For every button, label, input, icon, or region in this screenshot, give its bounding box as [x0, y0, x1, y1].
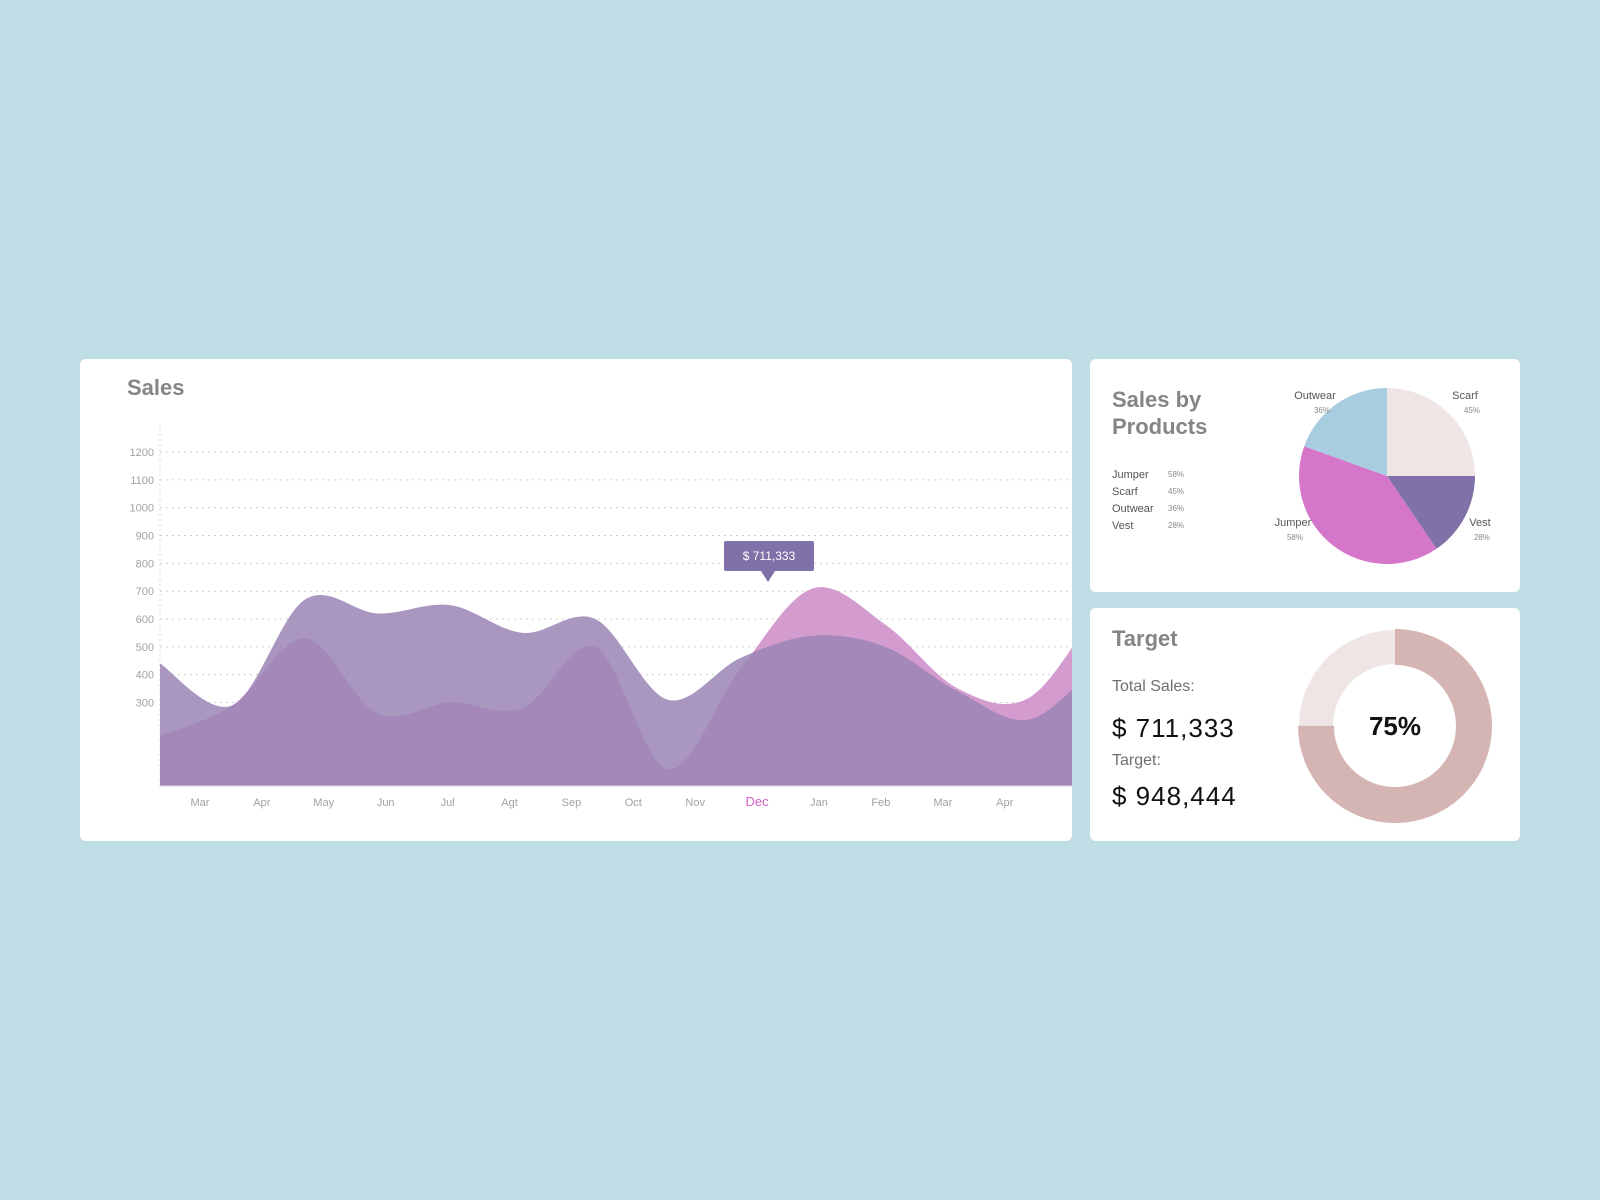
x-tick-label: Sep	[562, 797, 582, 809]
pie-label: Outwear	[1294, 390, 1336, 402]
legend-item: Vest 28%	[1112, 517, 1184, 534]
value-tooltip: $ 711,333	[724, 541, 814, 582]
target-donut-chart: 75%	[1298, 629, 1492, 823]
target-value: $ 948,444	[1112, 781, 1237, 811]
legend-label: Vest	[1112, 519, 1134, 532]
x-tick-label: Feb	[871, 797, 890, 809]
legend-percent: 45%	[1168, 487, 1185, 496]
target-label: Target:	[1112, 752, 1161, 769]
sales-card: Sales 300 400 500 600 700 800 900 1000 1100 1200 M…	[80, 359, 1072, 841]
y-tick-label: 1100	[130, 475, 154, 487]
donut-progress	[1298, 629, 1492, 823]
sales-chart: 300 400 500 600 700 800 900 1000 1100 1200 Mar Apr M…	[130, 424, 1072, 809]
total-sales-value: $ 711,333	[1112, 713, 1235, 743]
target-card: Target Total Sales: $ 711,333 Target: $ …	[1090, 608, 1520, 841]
legend-percent: 36%	[1168, 504, 1185, 513]
products-pie-chart: Scarf 45% Vest 28% Jumper 58% Outwear 36%	[1275, 388, 1491, 564]
x-tick-label: Oct	[625, 797, 642, 809]
products-legend: Jumper 58% Scarf 45% Outwear 36% Vest 28…	[1112, 466, 1184, 534]
y-tick-label: 600	[136, 614, 154, 626]
y-tick-label: 700	[136, 586, 154, 598]
legend-label: Jumper	[1112, 468, 1149, 481]
y-tick-label: 1000	[130, 503, 154, 515]
legend-label: Scarf	[1112, 485, 1138, 498]
x-tick-label: Apr	[253, 797, 270, 809]
sales-title: Sales	[127, 375, 185, 400]
target-title: Target	[1112, 626, 1178, 651]
y-tick-label: 1200	[130, 447, 154, 459]
products-title-line2: Products	[1112, 414, 1208, 439]
y-tick-label: 500	[136, 642, 154, 654]
pie-slice	[1387, 476, 1475, 549]
x-tick-label: Jun	[377, 797, 395, 809]
pie-slice	[1387, 388, 1475, 476]
pie-label: Jumper	[1275, 517, 1312, 529]
y-tick-label: 300	[136, 698, 154, 710]
legend-label: Outwear	[1112, 502, 1154, 515]
x-tick-label: Apr	[996, 797, 1013, 809]
legend-item: Jumper 58%	[1112, 466, 1184, 483]
legend-percent: 28%	[1168, 521, 1185, 530]
pie-percent-label: 45%	[1464, 406, 1480, 415]
pie-label: Scarf	[1452, 390, 1479, 402]
pie-percent-label: 58%	[1287, 533, 1303, 542]
x-tick-label: Jan	[810, 797, 828, 809]
products-title: Sales by Products	[1112, 386, 1207, 440]
pie-slice	[1304, 388, 1387, 476]
x-tick-label: Agt	[501, 797, 518, 809]
y-tick-label: 800	[136, 558, 154, 570]
x-tick-label: Dec	[746, 794, 770, 809]
pie-percent-label: 28%	[1474, 533, 1490, 542]
legend-percent: 58%	[1168, 470, 1185, 479]
pie-percent-label: 36%	[1314, 406, 1330, 415]
pie-slice	[1299, 446, 1437, 564]
legend-item: Outwear 36%	[1112, 500, 1184, 517]
x-tick-label: Mar	[933, 797, 952, 809]
products-title-line1: Sales by	[1112, 387, 1202, 412]
x-tick-label: May	[313, 797, 334, 809]
x-tick-label: Jul	[441, 797, 455, 809]
total-sales-label: Total Sales:	[1112, 678, 1195, 695]
area-series-2	[160, 595, 1072, 786]
legend-item: Scarf 45%	[1112, 483, 1184, 500]
x-tick-label: Nov	[685, 797, 705, 809]
y-tick-label: 400	[136, 670, 154, 682]
donut-percent-label: 75%	[1369, 711, 1421, 741]
y-tick-label: 900	[136, 531, 154, 543]
products-card: Sales by Products Jumper 58% Scarf 45% O…	[1090, 359, 1520, 592]
pie-label: Vest	[1469, 517, 1490, 529]
x-tick-label: Mar	[191, 797, 210, 809]
